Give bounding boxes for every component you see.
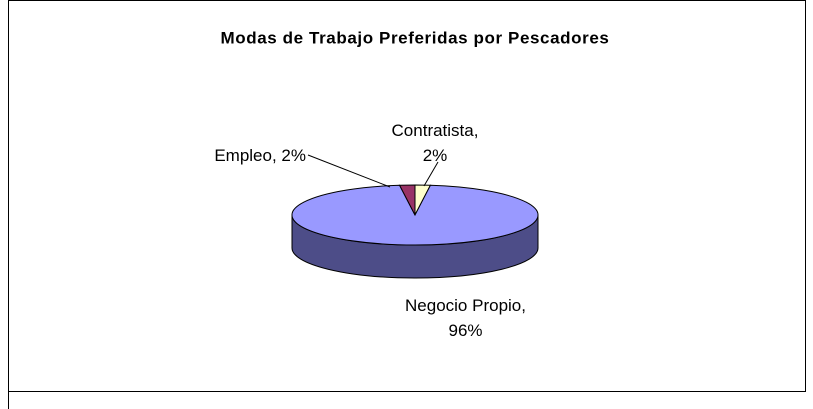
data-label: Contratista, 2%: [391, 121, 479, 165]
data-label: Negocio Propio, 96%: [405, 296, 526, 340]
leader-line: [307, 154, 391, 188]
pie-slice: [398, 184, 416, 216]
data-label: Empleo, 2%: [214, 146, 306, 165]
chart-title: Modas de Trabajo Preferidas por Pescador…: [221, 28, 610, 47]
leader-line: [423, 161, 439, 187]
